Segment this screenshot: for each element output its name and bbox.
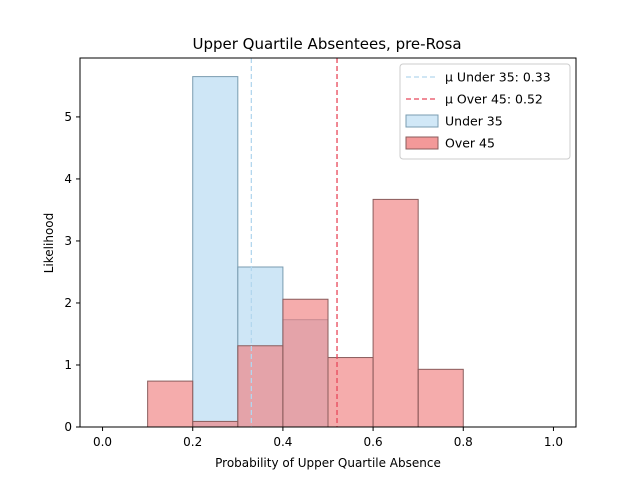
legend-patch-swatch xyxy=(405,114,439,128)
bar-over-45-0 xyxy=(147,380,194,428)
bars-layer xyxy=(147,76,464,428)
x-tick-label: 0.0 xyxy=(93,435,112,449)
legend-box xyxy=(399,63,571,160)
legend-patch-swatch xyxy=(405,136,439,150)
y-axis-label: Likelihood xyxy=(42,213,56,274)
y-axis-ticks: 0 1 2 3 4 5 xyxy=(64,110,80,434)
bar-under-35-0 xyxy=(192,76,239,428)
plot-frame xyxy=(79,57,577,428)
y-tick-label: 4 xyxy=(64,172,72,186)
bar-over-45-4 xyxy=(327,357,374,428)
bar-over-45-2 xyxy=(237,345,284,428)
legend: μ Under 35: 0.33 μ Over 45: 0.52 Under 35 O… xyxy=(399,63,571,160)
bar-over-45-1 xyxy=(192,420,239,428)
legend-label: Over 45 xyxy=(445,136,495,151)
x-axis-label: Probability of Upper Quartile Absence xyxy=(215,456,441,470)
chart-title: Upper Quartile Absentees, pre-Rosa xyxy=(192,35,461,53)
x-tick-label: 1.0 xyxy=(544,435,563,449)
legend-label: μ Under 35: 0.33 xyxy=(445,70,551,85)
y-tick-label: 2 xyxy=(64,296,72,310)
y-tick-label: 3 xyxy=(64,234,72,248)
y-tick-label: 5 xyxy=(64,110,72,124)
bar-over-45-5 xyxy=(372,198,419,428)
y-tick-label: 1 xyxy=(64,358,72,372)
bar-over-45-3 xyxy=(282,298,329,428)
y-tick-label: 0 xyxy=(64,420,72,434)
x-tick-label: 0.2 xyxy=(183,435,202,449)
mean-lines-layer xyxy=(250,58,338,427)
x-tick-label: 0.6 xyxy=(364,435,383,449)
bar-over-45-6 xyxy=(417,368,464,428)
legend-label: Under 35 xyxy=(445,114,503,129)
legend-label: μ Over 45: 0.52 xyxy=(445,92,543,107)
x-axis-ticks: 0.0 0.2 0.4 0.6 0.8 1.0 xyxy=(93,427,563,449)
x-tick-label: 0.8 xyxy=(454,435,473,449)
x-tick-label: 0.4 xyxy=(273,435,292,449)
